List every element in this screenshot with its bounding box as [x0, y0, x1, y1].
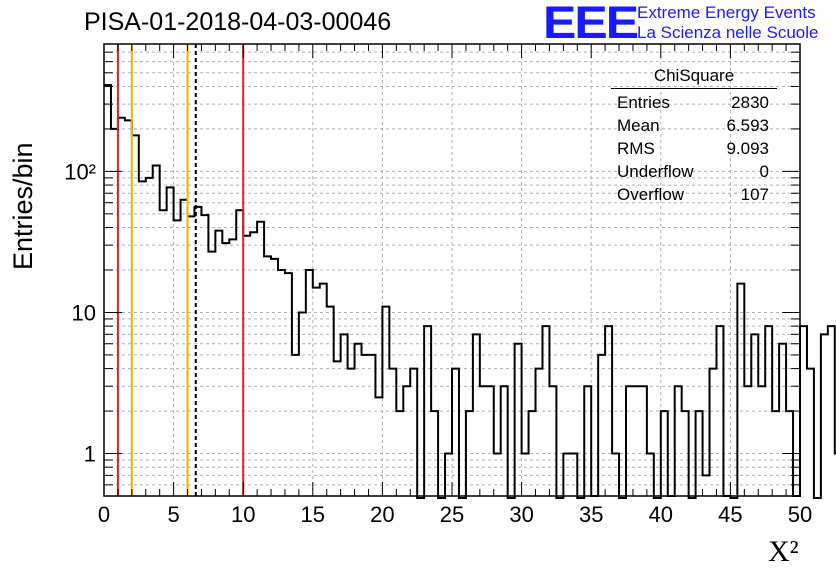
stats-value: 107 [740, 185, 769, 204]
y-tick-label: 10² [64, 159, 96, 184]
stats-title: ChiSquare [611, 66, 777, 89]
stats-label: RMS [617, 139, 655, 158]
chart-title: PISA-01-2018-04-03-00046 [84, 8, 392, 36]
stats-label: Entries [617, 93, 670, 112]
stats-row: Entries 2830 [611, 91, 777, 114]
stats-value: 2830 [731, 93, 769, 112]
x-tick-label: 30 [509, 502, 533, 527]
stats-row: Overflow 107 [611, 183, 777, 206]
x-tick-label: 35 [579, 502, 603, 527]
stats-label: Overflow [617, 185, 685, 204]
x-tick-label: 45 [718, 502, 742, 527]
x-tick-label: 25 [440, 502, 464, 527]
y-tick-label: 1 [84, 442, 96, 467]
stats-row: Underflow 0 [611, 160, 777, 183]
stats-value: 6.593 [726, 116, 769, 135]
axis-ticks [103, 43, 801, 497]
x-tick-label: 50 [788, 502, 812, 527]
eee-logo: EEE [543, 0, 639, 48]
stats-row: RMS 9.093 [611, 137, 777, 160]
logo-line-1: Extreme Energy Events [637, 3, 816, 22]
stats-row: Mean 6.593 [611, 114, 777, 137]
x-tick-label: 5 [167, 502, 179, 527]
stats-value: 9.093 [726, 139, 769, 158]
x-tick-label: 40 [649, 502, 673, 527]
x-tick-label: 20 [370, 502, 394, 527]
stats-label: Mean [617, 116, 660, 135]
stats-label: Underflow [617, 162, 694, 181]
x-axis-label: X² [768, 535, 799, 568]
y-tick-labels: 1 10 10² [64, 159, 96, 466]
x-tick-labels: 0 5 10 15 20 25 30 35 40 45 50 [98, 502, 812, 527]
y-axis-label: Entries/bin [8, 142, 38, 270]
histogram-bars [104, 83, 836, 499]
logo-line-2: La Scienza nelle Scuole [637, 23, 819, 42]
y-tick-label: 10 [72, 300, 96, 325]
histogram-series-line [104, 83, 836, 499]
stats-box: ChiSquare Entries 2830 Mean 6.593 RMS 9.… [611, 66, 777, 206]
x-tick-label: 0 [98, 502, 110, 527]
stats-value: 0 [759, 162, 769, 181]
x-tick-label: 10 [231, 502, 255, 527]
marker-lines [116, 44, 245, 496]
x-tick-label: 15 [301, 502, 325, 527]
